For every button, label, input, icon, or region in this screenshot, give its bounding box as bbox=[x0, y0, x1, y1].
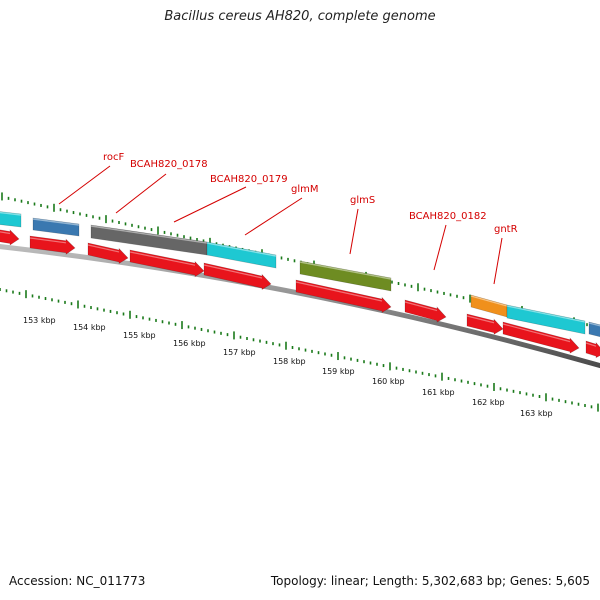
highlight bbox=[506, 305, 586, 323]
gene-block[interactable] bbox=[206, 241, 277, 269]
highlight bbox=[203, 264, 263, 279]
callout-line bbox=[115, 173, 167, 214]
scale-label: 158 kbp bbox=[273, 357, 306, 366]
highlight bbox=[470, 295, 508, 307]
gene-tracks bbox=[0, 211, 600, 359]
cds-arrow[interactable] bbox=[585, 340, 600, 359]
genome-backbone bbox=[0, 244, 600, 369]
gene-block[interactable] bbox=[0, 211, 22, 228]
scale-label: 163 kbp bbox=[520, 409, 553, 418]
scale-label: 155 kbp bbox=[123, 331, 156, 340]
highlight bbox=[32, 218, 80, 226]
cds-arrow[interactable] bbox=[29, 235, 76, 255]
scale-label: 153 kbp bbox=[23, 316, 56, 325]
gene-label[interactable]: glmM bbox=[291, 184, 319, 195]
highlight bbox=[299, 261, 392, 280]
scale-label: 162 kbp bbox=[472, 398, 505, 407]
callout-line bbox=[493, 237, 503, 285]
scale-label: 160 kbp bbox=[372, 377, 405, 386]
highlight bbox=[90, 225, 208, 244]
highlight bbox=[502, 323, 571, 343]
highlight bbox=[0, 231, 11, 235]
gene-label[interactable]: BCAH820_0178 bbox=[130, 159, 208, 170]
cds-arrow[interactable] bbox=[502, 321, 580, 354]
genome-stats-text: Topology: linear; Length: 5,302,683 bp; … bbox=[270, 574, 590, 588]
scale-label: 156 kbp bbox=[173, 339, 206, 348]
callout-line bbox=[349, 208, 359, 255]
gene-label[interactable]: BCAH820_0182 bbox=[409, 211, 487, 222]
highlight bbox=[466, 315, 495, 324]
highlight bbox=[129, 251, 196, 266]
highlight bbox=[295, 281, 383, 302]
highlight bbox=[585, 342, 597, 347]
highlight bbox=[404, 301, 438, 312]
map-title: Bacillus cereus AH820, complete genome bbox=[164, 9, 436, 24]
gene-block[interactable] bbox=[32, 217, 80, 237]
cds-arrow[interactable] bbox=[404, 299, 447, 323]
gene-label[interactable]: BCAH820_0179 bbox=[210, 174, 288, 185]
highlight bbox=[87, 244, 120, 253]
gene-block[interactable] bbox=[470, 294, 508, 318]
accession-text: Accession: NC_011773 bbox=[9, 574, 146, 588]
callout-line bbox=[173, 186, 247, 223]
gene-block[interactable] bbox=[506, 304, 586, 335]
callout-line bbox=[244, 197, 303, 236]
callout-line bbox=[58, 165, 111, 205]
callout-line bbox=[433, 224, 447, 271]
cds-arrow[interactable] bbox=[466, 313, 504, 335]
scale-label: 161 kbp bbox=[422, 388, 455, 397]
highlight bbox=[588, 322, 600, 327]
scale-label: 157 kbp bbox=[223, 348, 256, 357]
highlight bbox=[206, 242, 277, 257]
cds-arrow[interactable] bbox=[295, 279, 392, 314]
cds-arrow[interactable] bbox=[0, 229, 20, 246]
scale-label: 154 kbp bbox=[73, 323, 106, 332]
scale-ruler-ticks: 153 kbp 154 kbp 155 kbp 156 kbp 157 kbp 158 k… bbox=[0, 288, 599, 418]
gene-label[interactable]: gntR bbox=[494, 224, 518, 235]
cds-arrow[interactable] bbox=[129, 249, 205, 278]
gene-block[interactable] bbox=[299, 260, 392, 292]
gene-label[interactable]: glmS bbox=[350, 195, 375, 206]
cds-arrow[interactable] bbox=[203, 262, 272, 291]
highlight bbox=[0, 211, 22, 216]
cds-arrow[interactable] bbox=[87, 242, 129, 265]
gene-label[interactable]: rocF bbox=[103, 152, 125, 163]
scale-label: 159 kbp bbox=[322, 367, 355, 376]
highlight bbox=[29, 237, 67, 244]
